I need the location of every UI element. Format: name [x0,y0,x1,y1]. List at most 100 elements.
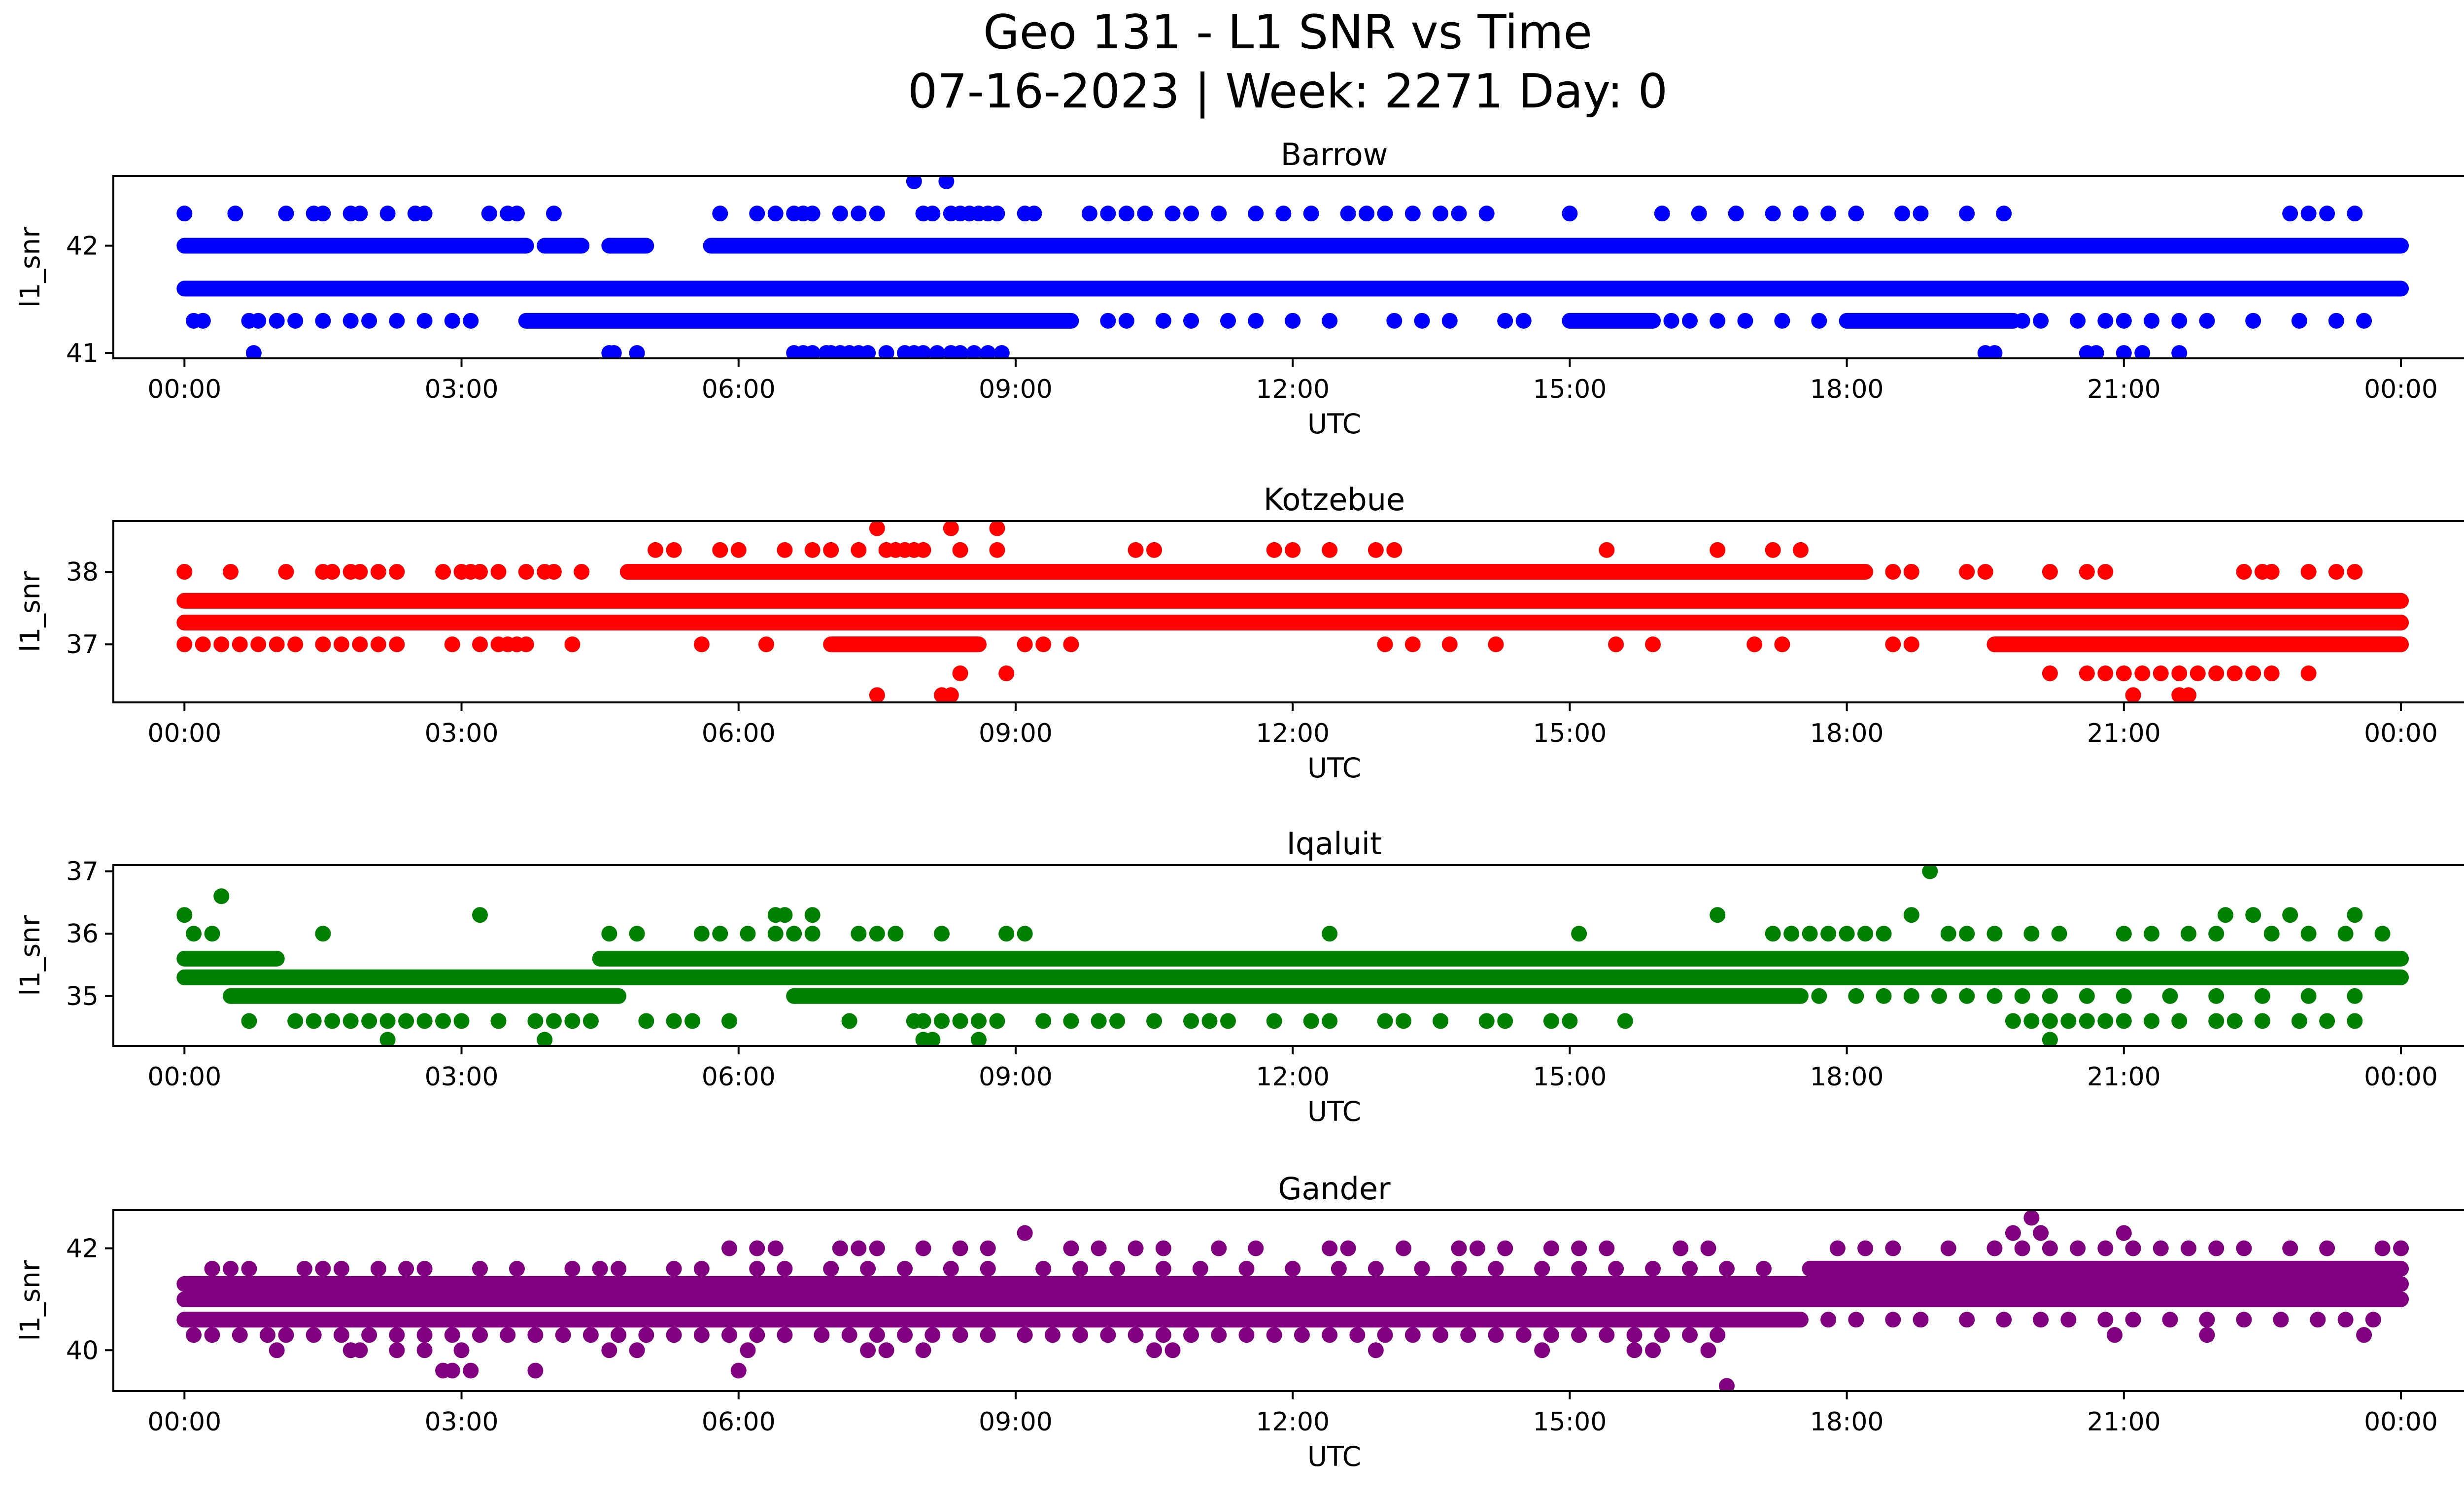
data-point [860,345,876,358]
data-point [490,564,507,580]
data-point [869,926,885,942]
data-point [851,1240,867,1256]
data-point [1414,313,1430,329]
data-point [435,564,451,580]
data-point [379,206,396,222]
data-point [2097,564,2114,580]
x-tick-label: 00:00 [147,1062,221,1092]
data-band [592,950,2409,967]
data-point [915,1342,931,1358]
x-tick-label: 09:00 [979,1062,1053,1092]
x-tick-label: 00:00 [147,719,221,748]
data-point [1959,988,1975,1004]
data-point [993,345,1010,358]
axes-frame [112,175,2464,359]
data-series [176,521,2409,702]
data-point [361,313,377,329]
data-point [1986,926,2003,942]
data-point [1128,542,1144,558]
data-band [537,238,590,254]
data-point [509,206,525,222]
data-point [1164,1342,1181,1358]
data-point [767,1240,784,1256]
x-tick-label: 15:00 [1533,1407,1607,1437]
data-point [638,1327,654,1343]
data-point [444,636,460,653]
data-point [1700,1342,1716,1358]
data-point [241,1013,257,1029]
data-point [2208,1240,2224,1256]
data-point [2162,988,2178,1004]
data-point [1322,1240,1338,1256]
data-point [989,206,1005,222]
x-axis-label: UTC [1307,1441,1361,1472]
x-tick-label: 03:00 [425,719,499,748]
data-series [176,1210,2409,1391]
data-point [1377,206,1393,222]
data-point [915,1240,931,1256]
data-band [176,280,2409,297]
data-point [2116,1225,2132,1241]
data-point [2171,665,2188,682]
data-point [389,313,405,329]
data-point [342,313,359,329]
data-point [1497,1013,1513,1029]
data-point [1645,1342,1661,1358]
x-tick-label: 18:00 [1810,1062,1884,1092]
data-point [1118,313,1134,329]
data-point [176,206,193,222]
data-point [1571,1260,1587,1277]
figure-title-line1: Geo 131 - L1 SNR vs Time [983,5,1592,60]
data-point [2079,988,2095,1004]
y-tick-label: 42 [66,231,99,261]
data-point [1774,636,1790,653]
data-point [518,636,534,653]
data-band [176,1276,2409,1292]
data-point [629,926,645,942]
data-point [324,564,341,580]
data-point [1848,1312,1864,1328]
data-point [2236,564,2252,580]
data-point [1820,206,1837,222]
data-point [1035,1013,1052,1029]
data-point [416,1260,433,1277]
data-point [2245,665,2261,682]
data-point [1497,313,1513,329]
data-point [2014,988,2030,1004]
data-point [1913,206,1929,222]
data-point [952,1013,968,1029]
data-point [924,1032,941,1046]
data-point [638,1013,654,1029]
subplot-title: Iqaluit [1287,826,1382,862]
data-point [315,926,331,942]
data-point [1128,1240,1144,1256]
data-point [684,1013,701,1029]
data-point [1266,1013,1282,1029]
data-point [1035,1260,1052,1277]
data-point [740,1342,756,1358]
data-point [481,206,497,222]
data-point [952,1240,968,1256]
data-point [1183,1327,1199,1343]
data-series [176,865,2409,1046]
data-point [1710,907,1726,923]
data-point [416,206,433,222]
data-point [1562,1013,1578,1029]
data-point [1238,1327,1255,1343]
data-point [966,345,982,358]
data-point [712,926,728,942]
figure-title-line2: 07-16-2023 | Week: 2271 Day: 0 [908,65,1668,119]
subplot-title: Barrow [1281,137,1388,173]
data-point [204,1327,220,1343]
data-point [1857,926,1874,942]
data-point [2134,665,2151,682]
data-point [379,1032,396,1046]
data-point [1017,1225,1033,1241]
data-point [841,1013,857,1029]
data-point [1460,1327,1476,1343]
x-tick-label: 15:00 [1533,1062,1607,1092]
data-point [2374,1240,2391,1256]
data-point [1340,206,1356,222]
x-tick-label: 03:00 [425,1062,499,1092]
data-point [1386,542,1403,558]
